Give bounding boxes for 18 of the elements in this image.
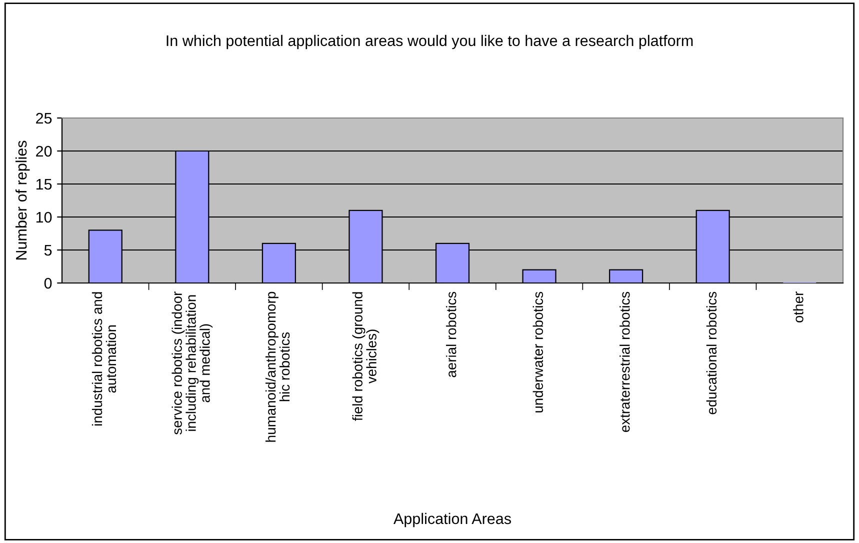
x-tick-label: extraterrestrial robotics (620, 292, 630, 432)
x-tick-label: educational robotics (706, 292, 717, 414)
y-tick-label: 0 (44, 278, 52, 289)
x-tick-label: service robotics (indoor including rehabilitation and medical) (172, 292, 213, 435)
y-axis-title: Number of replies (15, 140, 30, 260)
x-tick-label: field robotics (ground vehicles) (352, 292, 380, 421)
y-tick-label: 20 (36, 146, 52, 157)
y-tick-label: 5 (44, 245, 52, 256)
x-tick-label: other (793, 292, 804, 322)
x-tick-label: humanoid/anthropomorp hic robotics (265, 292, 290, 442)
x-tick-label: underwater robotics (532, 292, 544, 412)
chart-title: In which potential application areas would you like to have a research platform (166, 34, 693, 50)
y-tick-label: 15 (36, 179, 52, 190)
x-tick-label: aerial robotics (446, 292, 456, 378)
x-axis-title: Application Areas (394, 512, 511, 528)
y-tick-label: 25 (36, 112, 52, 124)
y-tick-label: 10 (36, 212, 52, 223)
x-tick-label: industrial robotics and automation (92, 292, 116, 426)
